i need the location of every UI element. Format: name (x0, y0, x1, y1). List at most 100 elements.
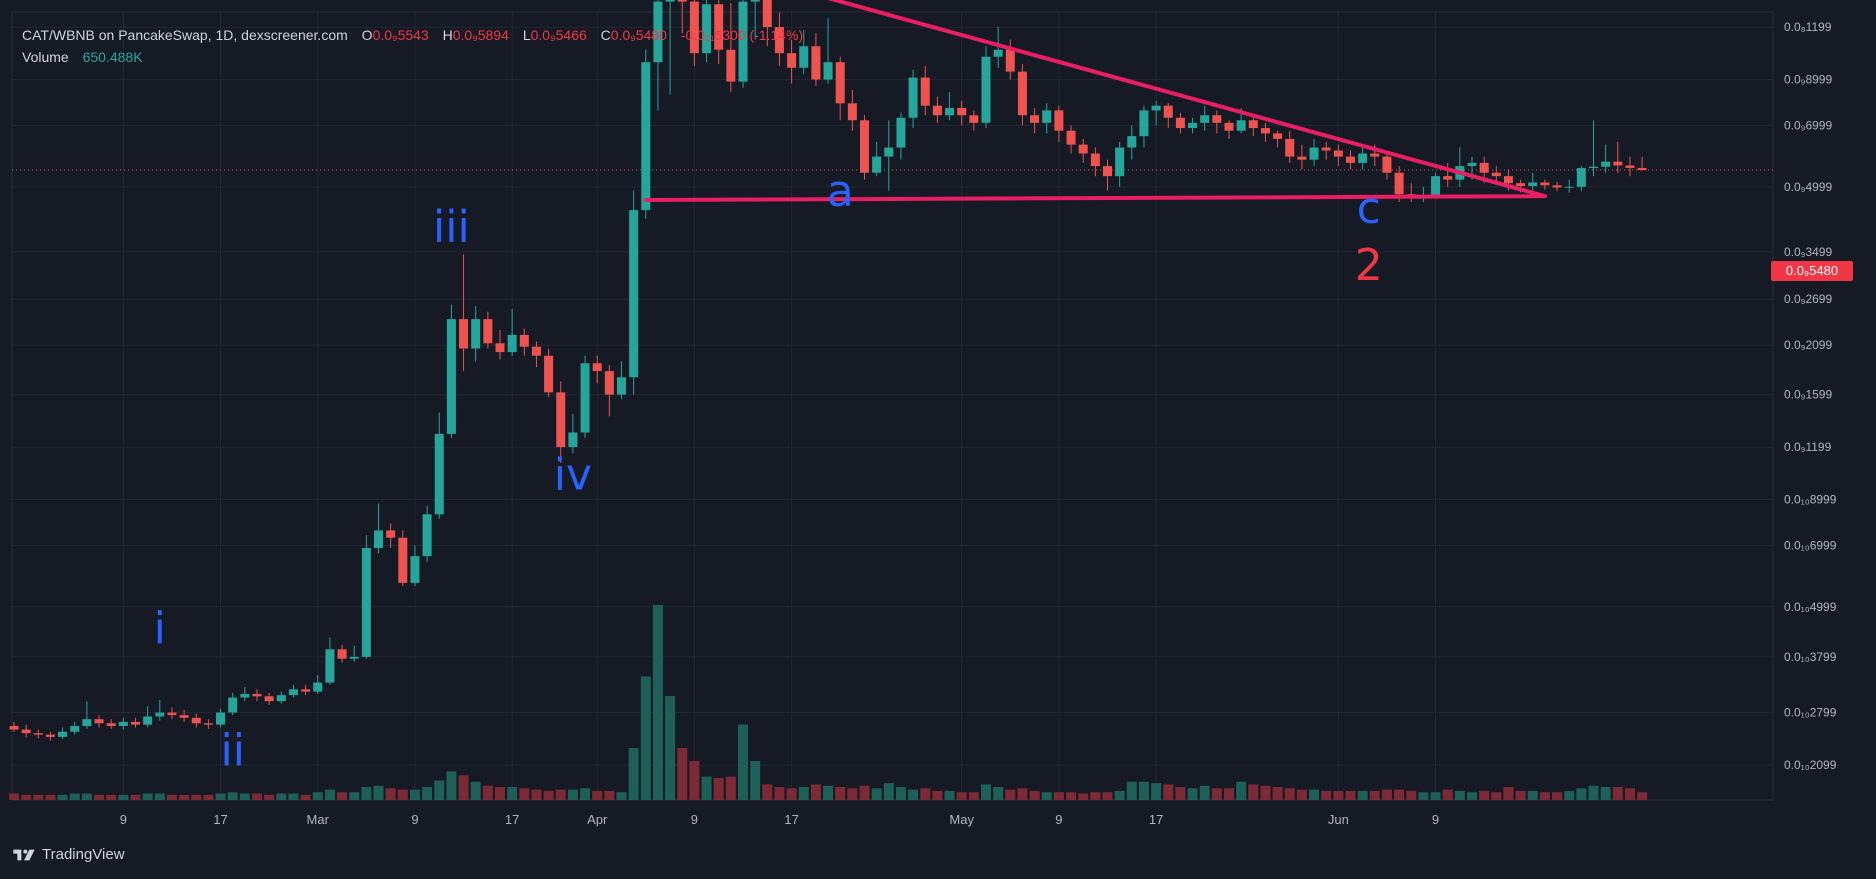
candle-body (191, 717, 201, 724)
candle-body (884, 147, 894, 157)
candle-body (337, 649, 347, 659)
candle-body (1564, 186, 1574, 188)
candle-body (82, 719, 92, 727)
volume-bar (677, 748, 688, 800)
wave-label-c: c (1357, 183, 1381, 234)
time-tick-label: May (949, 812, 974, 827)
candle-body (604, 371, 614, 395)
volume-bar (446, 771, 457, 800)
volume-bar (847, 788, 858, 800)
triangle-upper-trendline (827, 0, 1547, 199)
candle-body (544, 355, 554, 393)
volume-bar (385, 788, 396, 800)
volume-bar (118, 794, 129, 800)
candle-body (738, 1, 748, 82)
volume-bar (1102, 792, 1113, 800)
volume-bar (604, 790, 615, 800)
candle-body (1078, 144, 1088, 154)
time-tick-label: Jun (1328, 812, 1349, 827)
volume-bar (1017, 788, 1028, 800)
volume-bar (968, 792, 979, 800)
volume-bar (1199, 785, 1210, 800)
volume-bar (543, 790, 554, 800)
candle-body (908, 77, 918, 118)
change-value: -0.0₁₁6300 (-1.14%) (680, 27, 804, 43)
candle-body (1042, 110, 1052, 123)
candle-body (617, 377, 626, 395)
candle-body (155, 712, 165, 717)
volume-bar (276, 793, 287, 800)
volume-bar (69, 793, 80, 800)
volume-bar (1090, 792, 1101, 800)
price-tick-label: 0.0₉6999 (1784, 118, 1832, 132)
volume-bar (81, 793, 92, 800)
candle-body (847, 103, 857, 121)
volume-bar (531, 789, 542, 800)
candle-body (9, 726, 19, 730)
volume-bar (1381, 789, 1392, 800)
candle-body (750, 0, 760, 2)
candle-body (1188, 122, 1198, 129)
candle-body (641, 62, 651, 211)
volume-bar (252, 793, 262, 800)
candle-body (531, 346, 541, 356)
volume-bar (1309, 789, 1320, 800)
volume-bar (1041, 792, 1052, 800)
candle-body (993, 49, 1003, 57)
candle-body (1479, 162, 1489, 173)
volume-bar (239, 793, 250, 800)
candle-body (1200, 115, 1210, 123)
volume-bar (482, 785, 493, 800)
volume-bar (166, 794, 177, 800)
candle-body (714, 4, 724, 50)
candle-body (1175, 117, 1185, 129)
volume-value: 650.488K (82, 49, 143, 65)
last-price-tag: 0.0₉5480 (1771, 261, 1853, 281)
volume-bar (1539, 792, 1550, 800)
candle-body (774, 27, 784, 54)
candle-body (446, 319, 456, 434)
candle-body (568, 432, 578, 448)
candle-body (495, 343, 505, 353)
candle-body (629, 210, 639, 378)
candle-body (1030, 115, 1040, 123)
volume-bar (1430, 792, 1441, 800)
chart-legend: CAT/WBNB on PancakeSwap, 1D, dexscreener… (22, 24, 813, 68)
wave-label-i: i (154, 603, 166, 654)
volume-bar (33, 794, 44, 800)
candle-body (592, 363, 602, 372)
candle-body (1163, 105, 1173, 118)
volume-bar (883, 783, 894, 800)
wave-label-ii: ii (220, 725, 244, 776)
tradingview-brand[interactable]: TradingView (12, 846, 125, 863)
candle-body (118, 721, 128, 727)
wave-label-2: 2 (1355, 240, 1383, 291)
candle-body (823, 62, 833, 80)
volume-bar (458, 775, 469, 800)
candle-body (1309, 147, 1319, 160)
volume-bar (1272, 787, 1283, 800)
volume-bar (142, 793, 153, 800)
time-tick-label: 9 (120, 812, 127, 827)
candle-body (1212, 115, 1222, 123)
volume-bar (1588, 785, 1599, 800)
candle-body (1139, 110, 1149, 137)
candle-body (422, 514, 432, 557)
volume-bar (1624, 788, 1635, 800)
volume-bar (1321, 790, 1332, 800)
volume-bar (288, 793, 299, 800)
volume-bar (191, 794, 202, 800)
volume-bar (215, 793, 226, 800)
candle-body (689, 1, 699, 54)
volume-bar (373, 785, 384, 800)
time-tick-label: 9 (691, 812, 698, 827)
candle-body (398, 537, 408, 583)
price-tick-label: 0.0₉2099 (1784, 338, 1832, 352)
volume-bar (337, 792, 348, 800)
volume-bar (1138, 781, 1149, 800)
price-tick-label: 0.0₉1199 (1784, 440, 1832, 454)
volume-bar (750, 761, 761, 800)
volume-bar (1211, 788, 1222, 800)
candle-body (252, 693, 262, 697)
